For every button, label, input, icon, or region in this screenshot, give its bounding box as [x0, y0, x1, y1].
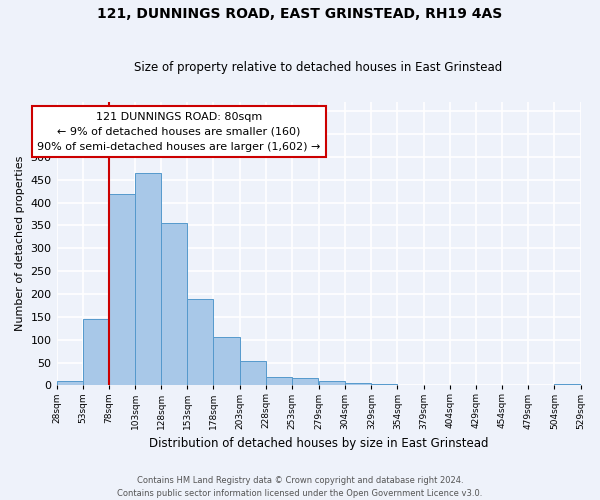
Title: Size of property relative to detached houses in East Grinstead: Size of property relative to detached ho… [134, 62, 503, 74]
Bar [187, 300, 214, 386]
Bar [135, 173, 161, 386]
Text: 121, DUNNINGS ROAD, EAST GRINSTEAD, RH19 4AS: 121, DUNNINGS ROAD, EAST GRINSTEAD, RH19… [97, 8, 503, 22]
Bar [214, 338, 239, 386]
Bar [266, 377, 292, 386]
Bar [319, 381, 345, 386]
Bar [161, 223, 187, 386]
Y-axis label: Number of detached properties: Number of detached properties [15, 156, 25, 332]
Bar [292, 378, 318, 386]
Bar [371, 384, 397, 386]
Text: Contains HM Land Registry data © Crown copyright and database right 2024.
Contai: Contains HM Land Registry data © Crown c… [118, 476, 482, 498]
Bar [345, 383, 371, 386]
X-axis label: Distribution of detached houses by size in East Grinstead: Distribution of detached houses by size … [149, 437, 488, 450]
Bar [83, 319, 109, 386]
Bar [109, 194, 135, 386]
Bar [56, 381, 83, 386]
Text: 121 DUNNINGS ROAD: 80sqm
← 9% of detached houses are smaller (160)
90% of semi-d: 121 DUNNINGS ROAD: 80sqm ← 9% of detache… [37, 112, 320, 152]
Bar [554, 384, 581, 386]
Bar [239, 361, 266, 386]
